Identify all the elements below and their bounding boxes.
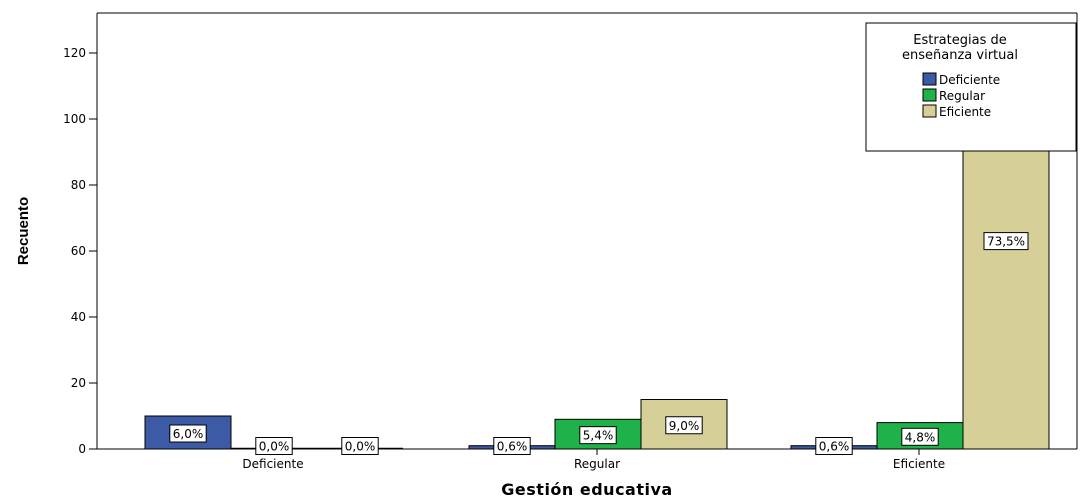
legend-swatch-eficiente xyxy=(922,104,937,118)
data-labels-group: 6,0% 0,0% 0,0% 0,6% 5,4% 9,0% 0,6% 4,8% 73,5% xyxy=(169,232,1029,455)
data-label-box xyxy=(493,437,531,455)
data-label: 9,0% xyxy=(669,419,700,433)
y-tick-label: 120 xyxy=(63,46,86,60)
legend-swatch-regular xyxy=(922,88,937,102)
y-axis-ticks: 0 20 40 60 80 100 120 xyxy=(63,46,97,456)
data-label-box xyxy=(665,416,703,435)
y-tick-label: 40 xyxy=(71,310,86,324)
y-tick-label: 0 xyxy=(78,442,86,456)
legend-title-line-2: enseñanza virtual xyxy=(902,48,1018,63)
x-axis-title: Gestión educativa xyxy=(501,480,672,499)
data-label: 4,8% xyxy=(905,430,936,444)
y-tick-label: 100 xyxy=(63,112,86,126)
data-label-box xyxy=(341,437,379,455)
legend-label-regular: Regular xyxy=(939,89,985,103)
y-tick-label: 80 xyxy=(71,178,86,192)
legend-label-deficiente: Deficiente xyxy=(939,73,1000,87)
legend-label-eficiente: Eficiente xyxy=(939,105,991,119)
y-axis-title: Recuento xyxy=(15,197,32,265)
data-label: 73,5% xyxy=(987,235,1025,249)
legend-title-line-1: Estrategias de xyxy=(913,33,1006,48)
data-label: 0,6% xyxy=(819,440,850,454)
legend-box xyxy=(865,22,1077,152)
data-label-box xyxy=(169,424,207,443)
data-label-box xyxy=(579,426,617,445)
x-tick-label: Deficiente xyxy=(242,457,303,471)
data-label: 0,0% xyxy=(345,440,376,454)
data-label: 0,6% xyxy=(497,440,528,454)
data-label-box xyxy=(983,232,1029,251)
legend-items: Deficiente Regular Eficiente xyxy=(922,72,1000,119)
x-axis-ticks: Deficiente Regular Eficiente xyxy=(242,449,945,471)
data-label: 0,0% xyxy=(259,440,290,454)
x-tick-label: Eficiente xyxy=(893,457,945,471)
legend: Estrategias de enseñanza virtual Deficie… xyxy=(865,22,1077,152)
data-label-box xyxy=(255,437,293,455)
legend-swatch-deficiente xyxy=(922,72,937,86)
y-tick-label: 20 xyxy=(71,376,86,390)
data-label-box xyxy=(815,437,853,455)
x-tick-label: Regular xyxy=(574,457,620,471)
data-label: 6,0% xyxy=(173,427,204,441)
y-tick-label: 60 xyxy=(71,244,86,258)
data-label-box xyxy=(901,427,939,446)
data-label: 5,4% xyxy=(583,429,614,443)
